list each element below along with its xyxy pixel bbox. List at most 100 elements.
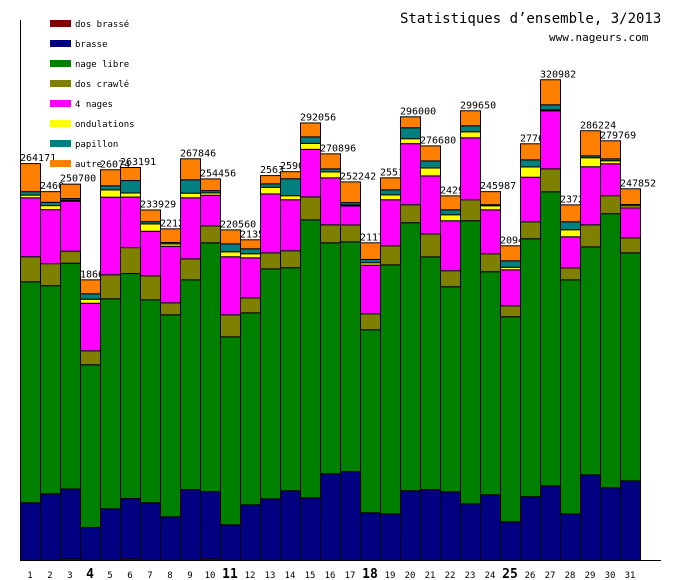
- bar-day-19: 2551: [380, 167, 404, 561]
- bar-segment-4-nages: [480, 209, 501, 255]
- bar-segment-brasse: [360, 512, 381, 561]
- bar-segment-nage-libre: [20, 281, 41, 504]
- bar-segment-autre: [340, 181, 361, 204]
- bar-segment-4-nages: [520, 176, 541, 223]
- x-tick-label: 11: [222, 567, 238, 580]
- x-tick-label: 18: [362, 567, 378, 580]
- bar-segment-autre: [240, 239, 261, 250]
- bar-segment-brasse: [200, 491, 221, 560]
- total-label: 245987: [480, 181, 516, 192]
- total-label: 276680: [420, 135, 456, 146]
- legend: dos brassé brasse nage libre dos crawlé 4 na…: [50, 19, 135, 170]
- bar-segment-brasse: [620, 480, 641, 562]
- bar-day-31: 247852: [620, 178, 656, 562]
- bar-segment-autre: [120, 167, 141, 182]
- legend-label: autre: [75, 160, 102, 170]
- legend-item: autre: [50, 160, 102, 170]
- x-tick-label: 12: [245, 571, 256, 580]
- legend-swatch: [50, 160, 71, 167]
- bar-segment-autre: [280, 171, 301, 180]
- bar-segment-nage-libre: [180, 279, 201, 491]
- bar-segment-autre: [400, 116, 421, 129]
- bar-segment-brasse: [380, 513, 401, 561]
- bar-segment-autre: [80, 279, 101, 295]
- total-label: 247852: [620, 178, 656, 189]
- bar-segment-dos-crawlé: [220, 314, 241, 338]
- bar-segment-brasse: [260, 498, 281, 562]
- legend-item: dos brassé: [50, 19, 129, 30]
- legend-swatch: [50, 40, 71, 47]
- bar-segment-autre: [480, 191, 501, 206]
- bar-segment-brasse: [540, 485, 561, 561]
- bar-segment-papillon: [500, 260, 521, 268]
- bar-segment-autre: [440, 195, 461, 211]
- bar-segment-papillon: [520, 159, 541, 168]
- bar-segment-dos-crawlé: [380, 245, 401, 266]
- bar-segment-nage-libre: [320, 242, 341, 475]
- bar-segment-papillon: [540, 104, 561, 111]
- bar-segment-4-nages: [140, 230, 161, 277]
- bar-segment-autre: [260, 175, 281, 185]
- bar-segment-4-nages: [340, 205, 361, 226]
- bar-segment-papillon: [220, 243, 241, 253]
- legend-label: 4 nages: [75, 100, 113, 110]
- bar-segment-dos-crawlé: [40, 263, 61, 287]
- bar-segment-4-nages: [580, 166, 601, 226]
- chart-title: Statistiques d’ensemble, 3/2013: [400, 11, 661, 27]
- bar-day-7: 233929: [140, 199, 176, 561]
- total-label: 2429: [440, 185, 464, 196]
- total-label: 267846: [180, 148, 216, 159]
- bar-segment-nage-libre: [80, 364, 101, 528]
- bar-segment-4-nages: [560, 236, 581, 269]
- bar-segment-brasse: [20, 502, 41, 561]
- legend-label: papillon: [75, 140, 118, 150]
- bar-segment-dos-crawlé: [260, 252, 281, 270]
- bar-segment-papillon: [300, 136, 321, 144]
- bar-segment-nage-libre: [480, 271, 501, 496]
- total-label: 2372: [560, 194, 584, 205]
- bar-segment-brasse: [300, 497, 321, 561]
- bar-segment-autre: [140, 209, 161, 223]
- bar-segment-4-nages: [220, 256, 241, 316]
- bar-segment-brasse: [120, 498, 141, 560]
- bar-segment-ondulations: [380, 194, 401, 201]
- total-label: 292056: [300, 112, 336, 123]
- legend-swatch: [50, 20, 71, 27]
- bar-segment-dos-crawlé: [440, 270, 461, 288]
- bar-segment-ondulations: [240, 253, 261, 259]
- legend-item: dos crawlé: [50, 79, 129, 90]
- bar-segment-autre: [580, 130, 601, 157]
- bar-segment-papillon: [180, 179, 201, 194]
- bar-segment-dos-crawlé: [420, 233, 441, 258]
- bar-segment-4-nages: [80, 302, 101, 352]
- bar-segment-nage-libre: [580, 246, 601, 476]
- bar-segment-4-nages: [540, 110, 561, 170]
- bar-segment-ondulations: [520, 166, 541, 178]
- bar-segment-autre: [220, 229, 241, 245]
- bar-segment-ondulations: [120, 192, 141, 198]
- bar-segment-nage-libre: [460, 220, 481, 505]
- bar-segment-brasse: [140, 502, 161, 561]
- bar-segment-nage-libre: [540, 191, 561, 487]
- bar-segment-4-nages: [20, 197, 41, 258]
- total-label: 296000: [400, 106, 436, 117]
- bar-segment-nage-libre: [620, 252, 641, 482]
- bar-segment-ondulations: [220, 251, 241, 258]
- bar-segment-autre: [300, 122, 321, 138]
- bar-segment-brasse: [340, 471, 361, 561]
- bar-segment-brasse: [520, 496, 541, 561]
- bar-day-2: 2460: [40, 181, 64, 561]
- bar-segment-dos-crawlé: [20, 256, 41, 283]
- bar-segment-ondulations: [580, 157, 601, 168]
- bar-segment-dos-crawlé: [100, 274, 121, 300]
- bar-segment-ondulations: [320, 171, 341, 179]
- bar-day-26: 2776: [520, 133, 544, 561]
- bar-segment-brasse: [160, 516, 181, 561]
- bar-segment-dos-crawlé: [160, 302, 181, 316]
- legend-item: ondulations: [50, 120, 135, 130]
- bar-day-6: 263191: [120, 157, 156, 561]
- bar-day-3: 250700: [60, 174, 96, 561]
- bar-segment-4-nages: [400, 143, 421, 206]
- bar-segment-dos-crawlé: [540, 168, 561, 193]
- bar-segment-brasse: [440, 491, 461, 561]
